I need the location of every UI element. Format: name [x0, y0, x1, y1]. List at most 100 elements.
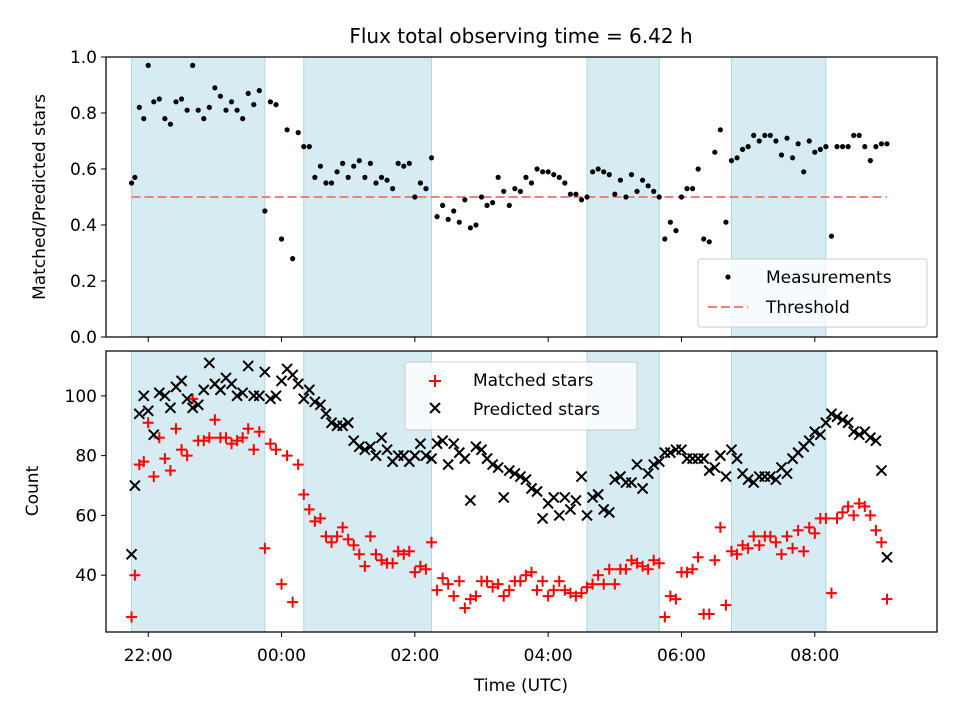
x-stroke-b: [503, 464, 515, 477]
x-stroke-b: [764, 470, 777, 483]
measurement-point: [290, 256, 296, 262]
measurement-point: [384, 177, 390, 183]
measurement-point: [273, 102, 279, 108]
predicted-star-point: [192, 399, 204, 411]
x-stroke-b: [742, 473, 754, 486]
measurement-point: [784, 135, 790, 141]
predicted-star-point: [436, 434, 449, 447]
matched-star-point: [570, 590, 582, 602]
predicted-star-point: [559, 491, 571, 504]
x-tick-label: 04:00: [524, 646, 573, 666]
matched-star-point: [420, 563, 432, 575]
predicted-star-point: [825, 408, 838, 420]
matched-star-point: [825, 587, 837, 599]
matched-star-point: [148, 471, 160, 483]
measurement-point: [401, 163, 407, 169]
measurement-point: [340, 160, 346, 166]
measurement-point: [706, 239, 712, 245]
matched-star-point: [142, 417, 154, 429]
x-stroke-b: [309, 396, 321, 408]
x-stroke-b: [142, 405, 154, 417]
measurement-point: [456, 219, 462, 225]
bottom-axes-frame: [105, 350, 938, 633]
matched-star-point: [403, 545, 415, 557]
measurement-point: [417, 180, 424, 186]
x-stroke-b: [175, 375, 188, 387]
x-stroke-b: [820, 417, 832, 429]
measurement-point: [278, 236, 285, 242]
matched-star-point: [331, 530, 343, 542]
x-stroke-b: [164, 402, 177, 414]
matched-star-point: [409, 566, 421, 578]
x-stroke-b: [825, 408, 838, 420]
predicted-star-point: [609, 473, 621, 486]
measurement-point: [667, 219, 673, 225]
x-stroke-b: [242, 360, 254, 372]
x-stroke-b: [842, 417, 854, 429]
matched-star-point: [326, 536, 338, 548]
x-stroke-b: [448, 437, 460, 450]
measurement-point: [412, 194, 418, 200]
predicted-star-point: [803, 434, 815, 447]
measurement-point: [378, 174, 385, 180]
measurement-point: [251, 102, 257, 108]
predicted-star-point: [203, 357, 216, 369]
measurement-point: [356, 158, 362, 164]
predicted-star-point: [175, 375, 188, 387]
predicted-star-point: [186, 402, 199, 414]
measurement-point: [839, 144, 846, 150]
measurement-point: [345, 174, 351, 180]
measurement-point: [245, 90, 251, 96]
measurement-point: [878, 141, 885, 147]
predicted-star-point: [148, 428, 160, 441]
matched-star-point: [853, 497, 865, 509]
x-stroke-b: [709, 461, 721, 474]
measurement-point: [173, 99, 179, 105]
predicted-star-point: [725, 443, 738, 456]
predicted-star-point: [853, 428, 865, 441]
x-stroke-b: [775, 461, 788, 474]
matched-star-point: [470, 590, 482, 602]
top-legend: Measurements Threshold: [697, 258, 928, 328]
matched-star-point: [453, 575, 465, 587]
matched-star-point: [242, 423, 254, 435]
x-stroke-b: [353, 440, 366, 453]
measurement-point: [141, 116, 147, 122]
measurement-point: [551, 172, 557, 178]
x-tick-label: 08:00: [790, 646, 839, 666]
legend-matched-marker: [429, 375, 441, 387]
predicted-star-point: [631, 458, 643, 471]
measurement-point: [590, 169, 596, 175]
predicted-star-point: [164, 402, 177, 414]
matched-star-point: [514, 575, 526, 587]
matched-star-point: [398, 548, 410, 560]
measurement-point: [178, 96, 185, 102]
x-stroke-b: [548, 491, 560, 504]
x-stroke-b: [281, 363, 293, 375]
matched-star-point: [809, 527, 821, 539]
x-stroke-b: [181, 393, 193, 405]
predicted-star-point: [575, 470, 588, 483]
matched-star-point: [337, 521, 349, 533]
matched-star-point: [126, 611, 138, 623]
measurement-point: [812, 149, 818, 155]
measurement-point: [301, 144, 307, 150]
predicted-star-point: [264, 393, 277, 405]
predicted-star-point: [625, 476, 638, 489]
measurement-point: [767, 132, 773, 138]
predicted-star-point: [675, 443, 688, 456]
y-tick-label: 80: [75, 447, 97, 467]
matched-star-point: [264, 438, 276, 450]
matched-star-point: [848, 509, 860, 521]
predicted-star-point: [381, 443, 393, 456]
matched-star-point: [725, 545, 737, 557]
predicted-star-point: [459, 452, 471, 465]
measurement-point: [184, 107, 190, 113]
measurement-point: [284, 127, 290, 133]
measurement-point: [501, 188, 507, 194]
predicted-star-point: [336, 420, 349, 432]
measurement-point: [395, 160, 401, 166]
predicted-star-point: [181, 393, 193, 405]
predicted-star-point: [242, 360, 254, 372]
matched-star-point: [203, 432, 215, 444]
